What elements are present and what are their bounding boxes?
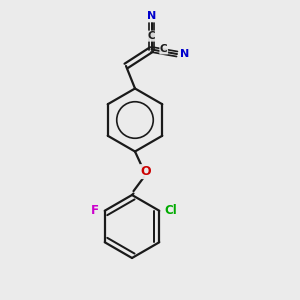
Text: O: O (140, 165, 151, 178)
Text: N: N (180, 49, 189, 59)
Text: F: F (91, 204, 99, 217)
Text: C: C (147, 31, 155, 41)
Text: C: C (160, 44, 167, 54)
Text: N: N (147, 11, 156, 21)
Text: Cl: Cl (165, 204, 177, 217)
